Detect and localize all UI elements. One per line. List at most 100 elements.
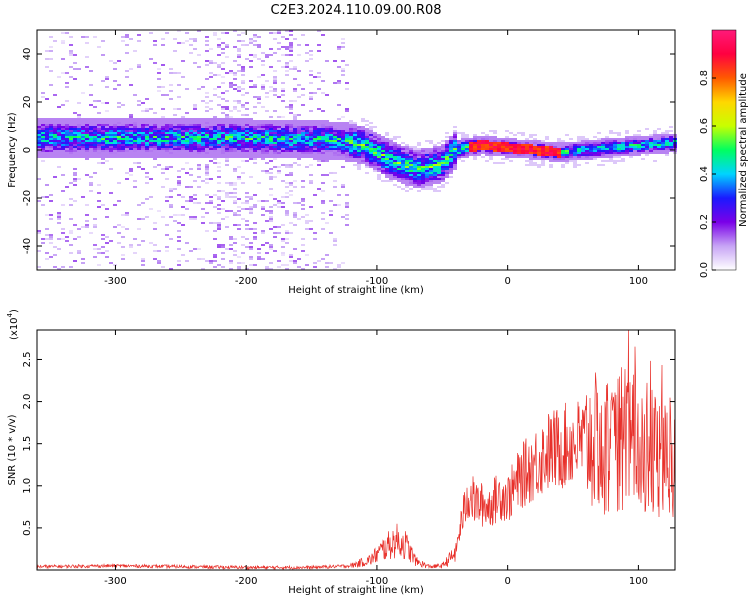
spectrogram-cell [325,154,329,156]
spectrogram-cell [609,132,613,134]
spectrogram-cell [365,134,369,136]
spectrogram-cell [153,126,157,128]
spectrogram-cell [141,102,145,104]
spectrogram-cell [421,172,425,174]
spectrogram-cell [97,154,101,156]
spectrogram-cell [573,164,577,166]
spectrogram-cell [129,126,133,128]
spectrogram-cell [89,190,93,192]
spectrogram-cell [605,150,609,152]
spectrogram-cell [533,144,537,146]
spectrogram-cell [377,166,381,168]
spectrogram-cell [69,136,73,138]
spectrogram-cell [477,148,481,150]
spectrogram-cell [249,42,253,44]
spectrogram-cell [513,140,517,142]
spectrogram-cell [301,124,305,126]
spectrogram-cell [117,132,121,134]
spectrogram-cell [381,136,385,138]
spectrogram-cell [97,200,101,202]
y-tick-label: 1.5 [22,436,33,452]
spectrogram-cell [553,150,557,152]
spectrogram-cell [289,148,293,150]
spectrogram-cell [233,120,237,122]
spectrogram-cell [605,160,609,162]
spectrogram-cell [493,148,497,150]
spectrogram-cell [405,158,409,160]
spectrogram-cell [265,252,269,254]
spectrogram-cell [161,216,165,218]
spectrogram-cell [289,112,293,114]
spectrogram-cell [341,46,345,48]
spectrogram-cell [217,246,221,248]
spectrogram-cell [141,118,145,120]
spectrogram-cell [169,196,173,198]
spectrogram-cell [205,110,209,112]
spectrogram-cell [337,204,341,206]
spectrogram-cell [229,128,233,130]
spectrogram-cell [473,148,477,150]
spectrogram-cell [173,120,177,122]
spectrogram-cell [245,138,249,140]
colorbar: 0.00.20.40.60.8 Normalized spectral ampl… [699,29,749,278]
spectrogram-cell [313,122,317,124]
spectrogram-cell [237,122,241,124]
spectrogram-cell [289,54,293,56]
spectrogram-cell [249,132,253,134]
spectrogram-cell [225,122,229,124]
spectrogram-cell [361,134,365,136]
spectrogram-cell [405,166,409,168]
spectrogram-cell [513,148,517,150]
spectrogram-cell [397,162,401,164]
spectrogram-cell [665,130,669,132]
spectrogram-cell [561,150,565,152]
spectrogram-cell [237,146,241,148]
spectrogram-cell [249,148,253,150]
spectrogram-cell [373,134,377,136]
spectrogram-cell [453,126,457,128]
spectrogram-cell [477,138,481,140]
spectrogram-cell [153,118,157,120]
spectrogram-cell [173,214,177,216]
spectrogram-cell [317,50,321,52]
spectrogram-cell [221,154,225,156]
spectrogram-cell [177,126,181,128]
spectrogram-cell [353,146,357,148]
spectrogram-cell [113,140,117,142]
spectrogram-cell [453,154,457,156]
spectrogram-cell [345,202,349,204]
spectrogram-cell [285,210,289,212]
spectrogram-cell [105,76,109,78]
spectrogram-cell [217,154,221,156]
y-tick-label: 0 [22,147,33,153]
spectrogram-cell [233,74,237,76]
spectrogram-cell [65,120,69,122]
spectrogram-cell [281,150,285,152]
spectrogram-cell [313,138,317,140]
spectrogram-cell [141,154,145,156]
spectrogram-cell [177,264,181,266]
spectrogram-cell [297,258,301,260]
spectrogram-cell [197,144,201,146]
spectrogram-cell [241,88,245,90]
spectrogram-cell [429,184,433,186]
spectrogram-cell [197,120,201,122]
spectrogram-cell [93,172,97,174]
spectrogram-cell [541,164,545,166]
spectrogram-cell [45,118,49,120]
spectrogram-cell [89,84,93,86]
spectrogram-cell [653,148,657,150]
spectrogram-cell [529,144,533,146]
spectrogram-cell [433,158,437,160]
spectrogram-cell [65,140,69,142]
spectrogram-cell [537,140,541,142]
spectrogram-cell [537,154,541,156]
spectrogram-cell [37,144,41,146]
spectrogram-cell [389,146,393,148]
spectrogram-cell [89,182,93,184]
spectrogram-cell [113,118,117,120]
spectrogram-cell [313,154,317,156]
spectrogram-cell [413,186,417,188]
spectrogram-cell [369,140,373,142]
spectrogram-cell [217,74,221,76]
